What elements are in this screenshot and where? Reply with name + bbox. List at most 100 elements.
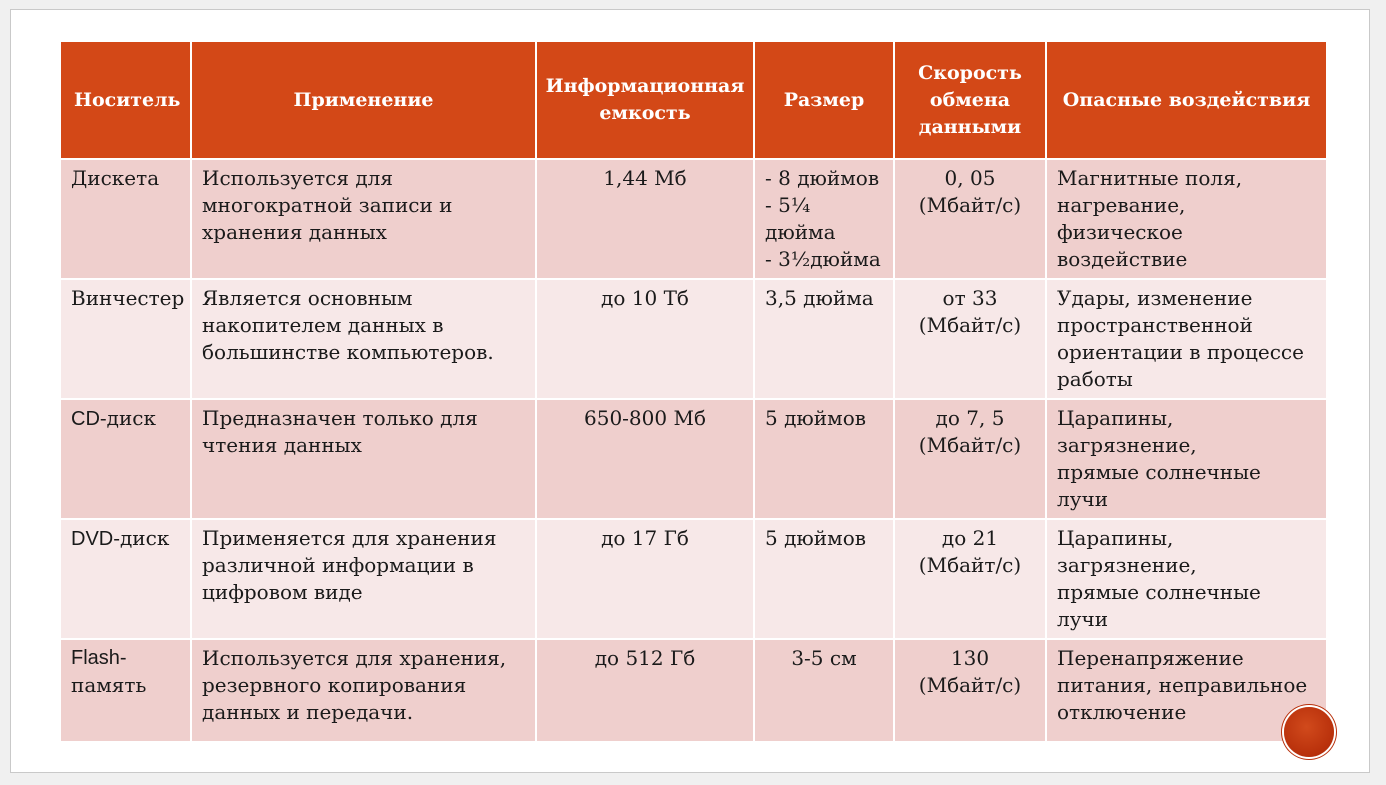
cell-line: отключение — [1057, 700, 1187, 724]
cell-carrier: Дискета — [59, 158, 192, 280]
cell-line: DVD-диск — [71, 525, 180, 553]
cell-line: многократной записи и — [202, 193, 453, 217]
cell-line: (Мбайт/с) — [918, 673, 1022, 697]
cell-line: - 8 дюймов — [765, 166, 880, 190]
cell-carrier: Flash- память — [59, 638, 192, 743]
cell-line: до 21 — [941, 526, 999, 550]
cell-line: Предназначен только для — [202, 406, 478, 430]
cell-line: Flash- — [71, 647, 127, 669]
cell-size: 5 дюймов — [753, 518, 895, 640]
cell-line: CD-диск — [71, 405, 180, 433]
cell-capacity: 650-800 Мб — [535, 398, 755, 520]
cell-line: до 17 Гб — [601, 526, 689, 550]
header-size: Размер — [753, 40, 895, 160]
cell-line: Является основным — [202, 286, 413, 310]
cell-size: - 8 дюймов - 5¼ дюйма - 3½дюйма — [753, 158, 895, 280]
cell-line: от 33 — [942, 286, 998, 310]
cell-line: различной информации в — [202, 553, 474, 577]
cell-hazards: Царапины, загрязнение, прямые солнечные … — [1045, 518, 1328, 640]
carrier-rest: -диск — [99, 406, 156, 430]
cell-size: 3-5 см — [753, 638, 895, 743]
header-usage: Применение — [190, 40, 537, 160]
cell-hazards: Царапины, загрязнение, прямые солнечные … — [1045, 398, 1328, 520]
cell-usage: Применяется для хранения различной инфор… — [190, 518, 537, 640]
carrier-rest: -диск — [113, 526, 170, 550]
cell-line: (Мбайт/с) — [918, 433, 1022, 457]
cell-line: цифровом виде — [202, 580, 363, 604]
cell-carrier: Винчестер — [59, 278, 192, 400]
cell-speed: до 21 (Мбайт/с) — [893, 518, 1047, 640]
cell-line: накопителем данных в — [202, 313, 444, 337]
cell-line: работы — [1057, 367, 1133, 391]
cell-line: Дискета — [71, 166, 160, 190]
cell-size: 3,5 дюйма — [753, 278, 895, 400]
cell-line: резервного копирования — [202, 673, 467, 697]
cell-usage: Предназначен только для чтения данных — [190, 398, 537, 520]
cell-line: прямые солнечные лучи — [1057, 580, 1261, 631]
cell-line: 3-5 см — [791, 646, 857, 670]
cell-line: ориентации в процессе — [1057, 340, 1304, 364]
header-carrier: Носитель — [59, 40, 192, 160]
cell-size: 5 дюймов — [753, 398, 895, 520]
cell-line: - 5¼ дюйма — [765, 193, 836, 244]
cell-line: (Мбайт/с) — [918, 313, 1022, 337]
cell-line: 130 — [950, 646, 990, 670]
circle-nav-icon[interactable] — [1284, 707, 1334, 757]
cell-line: пространственной — [1057, 313, 1253, 337]
cell-usage: Используется для многократной записи и х… — [190, 158, 537, 280]
header-capacity: Информационная емкость — [535, 40, 755, 160]
cell-line: (Мбайт/с) — [918, 553, 1022, 577]
cell-line: 5 дюймов — [765, 526, 866, 550]
cell-hazards: Магнитные поля, нагревание, физическое в… — [1045, 158, 1328, 280]
cell-usage: Используется для хранения, резервного ко… — [190, 638, 537, 743]
cell-line: Винчестер — [71, 286, 185, 310]
table-row: Flash- память Используется для хранения,… — [59, 638, 1328, 743]
table-row: DVD-диск Применяется для хранения различ… — [59, 518, 1328, 640]
cell-line: Перенапряжение — [1057, 646, 1244, 670]
cell-line: до 7, 5 — [935, 406, 1005, 430]
header-hazards: Опасные воздействия — [1045, 40, 1328, 160]
cell-line: - 3½дюйма — [765, 247, 881, 271]
cell-speed: 0, 05 (Мбайт/с) — [893, 158, 1047, 280]
header-row: Носитель Применение Информационная емкос… — [59, 40, 1328, 160]
carrier-latin: CD — [71, 408, 100, 430]
cell-line: до 10 Тб — [601, 286, 689, 310]
cell-line: Используется для хранения, — [202, 646, 507, 670]
cell-line: чтения данных — [202, 433, 362, 457]
cell-line: Используется для — [202, 166, 393, 190]
cell-carrier: DVD-диск — [59, 518, 192, 640]
storage-media-table: Носитель Применение Информационная емкос… — [59, 40, 1328, 743]
cell-hazards: Перенапряжение питания, неправильное отк… — [1045, 638, 1328, 743]
cell-line: Царапины, загрязнение, — [1057, 406, 1197, 457]
header-speed: Скорость обмена данными — [893, 40, 1047, 160]
cell-line: 1,44 Мб — [603, 166, 687, 190]
cell-usage: Является основным накопителем данных в б… — [190, 278, 537, 400]
cell-line: Царапины, загрязнение, — [1057, 526, 1197, 577]
cell-line: прямые солнечные лучи — [1057, 460, 1261, 511]
table-row: Винчестер Является основным накопителем … — [59, 278, 1328, 400]
cell-line: 3,5 дюйма — [765, 286, 874, 310]
cell-line: 650-800 Мб — [584, 406, 706, 430]
carrier-latin: DVD — [71, 528, 114, 550]
cell-capacity: до 17 Гб — [535, 518, 755, 640]
cell-speed: от 33 (Мбайт/с) — [893, 278, 1047, 400]
cell-line: нагревание, физическое — [1057, 193, 1186, 244]
cell-line: данных и передачи. — [202, 700, 414, 724]
table-row: Дискета Используется для многократной за… — [59, 158, 1328, 280]
cell-line: 0, 05 — [944, 166, 996, 190]
cell-line: питания, неправильное — [1057, 673, 1308, 697]
cell-line: (Мбайт/с) — [918, 193, 1022, 217]
table-row: CD-диск Предназначен только для чтения д… — [59, 398, 1328, 520]
cell-capacity: до 10 Тб — [535, 278, 755, 400]
cell-line: Магнитные поля, — [1057, 166, 1243, 190]
cell-line: Удары, изменение — [1057, 286, 1253, 310]
cell-line: до 512 Гб — [594, 646, 696, 670]
cell-carrier: CD-диск — [59, 398, 192, 520]
slide: Носитель Применение Информационная емкос… — [10, 9, 1370, 773]
cell-line: хранения данных — [202, 220, 387, 244]
cell-hazards: Удары, изменение пространственной ориент… — [1045, 278, 1328, 400]
cell-speed: 130 (Мбайт/с) — [893, 638, 1047, 743]
cell-capacity: 1,44 Мб — [535, 158, 755, 280]
cell-line: 5 дюймов — [765, 406, 866, 430]
cell-line: память — [71, 673, 147, 697]
